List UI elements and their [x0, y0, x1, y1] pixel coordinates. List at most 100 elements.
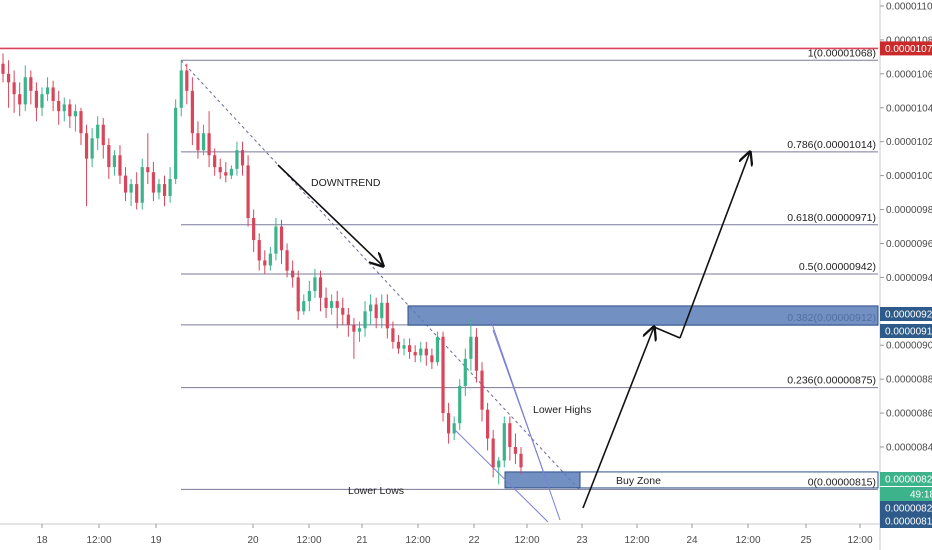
price-badge-bg [880, 472, 932, 486]
candle [463, 348, 467, 397]
candle-body [279, 226, 284, 251]
candle-body [263, 260, 267, 266]
time-tick-label: 18 [36, 535, 48, 546]
rally-arrow[interactable] [582, 327, 654, 509]
candle [207, 111, 211, 168]
candle [162, 175, 167, 207]
time-tick-label: 12:00 [624, 535, 649, 546]
candle-body [441, 336, 445, 414]
candle-body [435, 336, 440, 363]
candle-body [179, 70, 183, 108]
time-tick-label: 21 [356, 535, 368, 546]
candle-body [40, 94, 44, 108]
candle-body [274, 226, 278, 254]
buy-zone-box[interactable] [504, 471, 581, 489]
candle-body [430, 355, 434, 363]
candle [413, 345, 417, 363]
arrows[interactable] [277, 152, 750, 509]
time-tick-label: 12:00 [514, 535, 539, 546]
target-arrow[interactable] [679, 152, 750, 339]
candle [274, 218, 278, 261]
candle [146, 133, 150, 185]
candle-body [257, 240, 261, 261]
price-badge-text: 0.00000922 [885, 310, 932, 321]
candle-body [374, 304, 378, 319]
price-badge-bg [880, 514, 932, 528]
buy-zone-extension[interactable] [579, 471, 879, 489]
candle [6, 60, 11, 108]
candle-body [218, 167, 222, 173]
candle-body [252, 218, 256, 241]
candle [57, 90, 61, 125]
candle [185, 63, 189, 105]
trendlines[interactable] [454, 317, 561, 523]
downtrend-arrow[interactable] [277, 164, 383, 266]
price-badge-text: 0.00000812 [885, 517, 932, 528]
candle [396, 335, 401, 354]
time-axis[interactable]: 18 12:00 19 20 12:00 21 12:00 22 12:00 23 12:00 24 1… [0, 523, 880, 546]
candle [179, 60, 183, 117]
candle-body [157, 184, 161, 193]
candle-body [34, 90, 39, 108]
candle [224, 162, 228, 183]
candle [29, 70, 33, 105]
time-tick-label: 12:00 [847, 535, 872, 546]
candle [307, 280, 311, 312]
candle [257, 233, 261, 271]
candle-body [224, 172, 228, 176]
candle [168, 167, 172, 203]
candle [34, 82, 39, 122]
wedge-inner-line[interactable] [492, 329, 546, 477]
candle-body [396, 341, 401, 349]
price-badge[interactable]: 0.00000828 [880, 472, 932, 486]
candle [268, 246, 272, 271]
time-tick-label: 12:00 [735, 535, 760, 546]
fib-trend-dashed-line[interactable] [180, 59, 581, 491]
candle [45, 77, 50, 101]
price-badge[interactable]: 0.00000922 [880, 307, 932, 321]
fib-level-label: 0.236(0.00000875) [787, 375, 876, 387]
candle-body [391, 328, 395, 342]
candle [279, 219, 284, 264]
resistance-price-badge[interactable]: 0.00001075 [880, 41, 932, 56]
candle-body [129, 184, 133, 193]
candle-body [307, 290, 311, 302]
resistance-zone[interactable] [407, 305, 879, 326]
candle [285, 243, 289, 278]
candle-body [190, 90, 194, 134]
candle-body [51, 87, 55, 101]
candle [190, 77, 194, 146]
countdown-badge: 49:18 [880, 487, 932, 501]
price-badge-text: 0.00000828 [885, 475, 932, 486]
price-badge[interactable]: 0.00000913 [880, 324, 932, 338]
candle-body [363, 311, 367, 329]
candle-body [291, 270, 295, 278]
pullback-segment[interactable] [653, 326, 681, 339]
candle [73, 104, 78, 132]
candle-body [385, 302, 389, 329]
time-tick-label: 12:00 [86, 535, 111, 546]
candle-body [357, 328, 362, 332]
candle [519, 447, 523, 475]
candle-body [419, 348, 423, 356]
candle [151, 162, 155, 202]
candle-body [174, 107, 178, 180]
lower-lows-trendline[interactable] [454, 429, 549, 523]
price-badge[interactable]: 0.00000812 [880, 514, 932, 528]
fib-level-label: 1(0.00001068) [808, 47, 876, 59]
candle [452, 416, 456, 441]
candle [112, 150, 116, 176]
candle [235, 141, 239, 176]
candle-body [341, 307, 345, 315]
price-badge-text: 0.00000913 [885, 327, 932, 338]
candle-body [519, 453, 523, 468]
candle [330, 294, 334, 315]
price-zones[interactable] [407, 305, 879, 489]
